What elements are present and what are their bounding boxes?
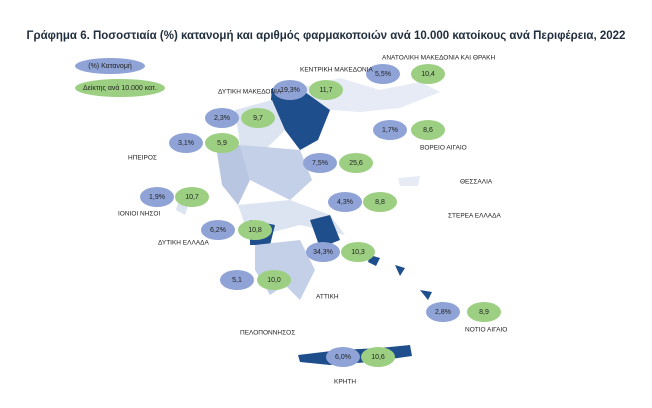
index-label: 8,8 [375,199,385,206]
share-bubble [140,187,174,207]
region-name: ΘΕΣΣΑΛΙΑ [460,179,493,186]
region-name: ΑΤΤΙΚΗ [316,294,339,301]
share-label: 2,3% [214,115,230,122]
legend: (%) Κατανομή Δείκτης ανά 10.000 κατ. [75,58,165,97]
share-bubble [220,270,254,290]
share-bubble [373,120,407,140]
region-name: ΗΠΕΙΡΟΣ [128,155,157,162]
legend-share-swatch [75,58,145,74]
share-bubble [169,133,203,153]
region-name: ΔΥΤΙΚΗ ΜΑΚΕΔΟΝΙΑ [218,89,282,96]
index-label: 8,6 [423,127,433,134]
index-label: 10,0 [267,277,281,284]
region-name: ΠΕΛΟΠΟΝΝΗΣΟΣ [240,330,295,337]
share-label: 5,5% [375,71,391,78]
map-shapes [176,78,455,365]
region-name: ΝΟΤΙΟ ΑΙΓΑΙΟ [465,327,507,334]
title: Γράφημα 6. Ποσοστιαία (%) κατανομή και α… [27,30,626,42]
regions: 5,5% 10,4 ΑΝΑΤΟΛΙΚΗ ΜΑΚΕΔΟΝΙΑ ΚΑΙ ΘΡΑΚΗ 19,… [118,55,507,386]
region-name: ΒΟΡΕΙΟ ΑΙΓΑΙΟ [420,145,467,152]
index-label: 25,6 [349,160,363,167]
legend-index-swatch [75,79,165,97]
share-label: 3,1% [178,140,194,147]
share-label: 5,1 [232,277,242,284]
share-bubble [328,192,362,212]
region-name: ΚΕΝΤΡΙΚΗ ΜΑΚΕΔΟΝΙΑ [300,67,373,74]
share-label: 6,2% [210,227,226,234]
index-label: 9,7 [253,115,263,122]
legend-index-label: Δείκτης ανά 10.000 κατ. [83,84,157,92]
index-bubble [205,133,239,153]
share-bubble [205,108,239,128]
share-bubble [306,242,340,262]
index-label: 10,7 [185,194,199,201]
index-bubble [339,153,373,173]
share-label: 6,0% [335,354,351,361]
index-bubble [257,270,291,290]
region-name: ΑΝΑΤΟΛΙΚΗ ΜΑΚΕΔΟΝΙΑ ΚΑΙ ΘΡΑΚΗ [382,55,495,62]
share-label: 1,7% [382,127,398,134]
index-bubble [467,302,501,322]
share-label: 34,3% [313,249,333,256]
share-label: 1,9% [149,194,165,201]
index-label: 8,9 [479,309,489,316]
region-name: ΔΥΤΙΚΗ ΕΛΛΑΔΑ [158,240,210,247]
index-bubble [241,108,275,128]
index-bubble [361,347,395,367]
region-name: ΚΡΗΤΗ [334,379,356,386]
share-label: 7,5% [312,160,328,167]
index-label: 10,6 [371,354,385,361]
index-bubble [175,187,209,207]
legend-share-label: (%) Κατανομή [88,63,132,70]
index-label: 5,9 [217,140,227,147]
index-label: 10,4 [421,71,435,78]
share-bubble [201,220,235,240]
index-bubble [363,192,397,212]
share-label: 4,3% [337,199,353,206]
index-bubble [411,120,445,140]
index-bubble [341,242,375,262]
share-bubble [426,302,460,322]
index-bubble [411,64,445,84]
share-bubble [303,153,337,173]
share-bubble [326,347,360,367]
index-label: 11,7 [319,87,332,94]
region-name: ΣΤΕΡΕΑ ΕΛΛΑΔΑ [448,213,501,220]
share-bubble [273,80,307,100]
index-label: 10,8 [248,227,262,234]
share-label: 19,3% [280,87,300,94]
index-bubble [238,220,272,240]
share-bubble [366,64,400,84]
index-label: 10,3 [351,249,365,256]
share-label: 2,8% [435,309,451,316]
index-bubble [309,80,343,100]
region-name: ΙΟΝΙΟΙ ΝΗΣΟΙ [118,211,160,218]
